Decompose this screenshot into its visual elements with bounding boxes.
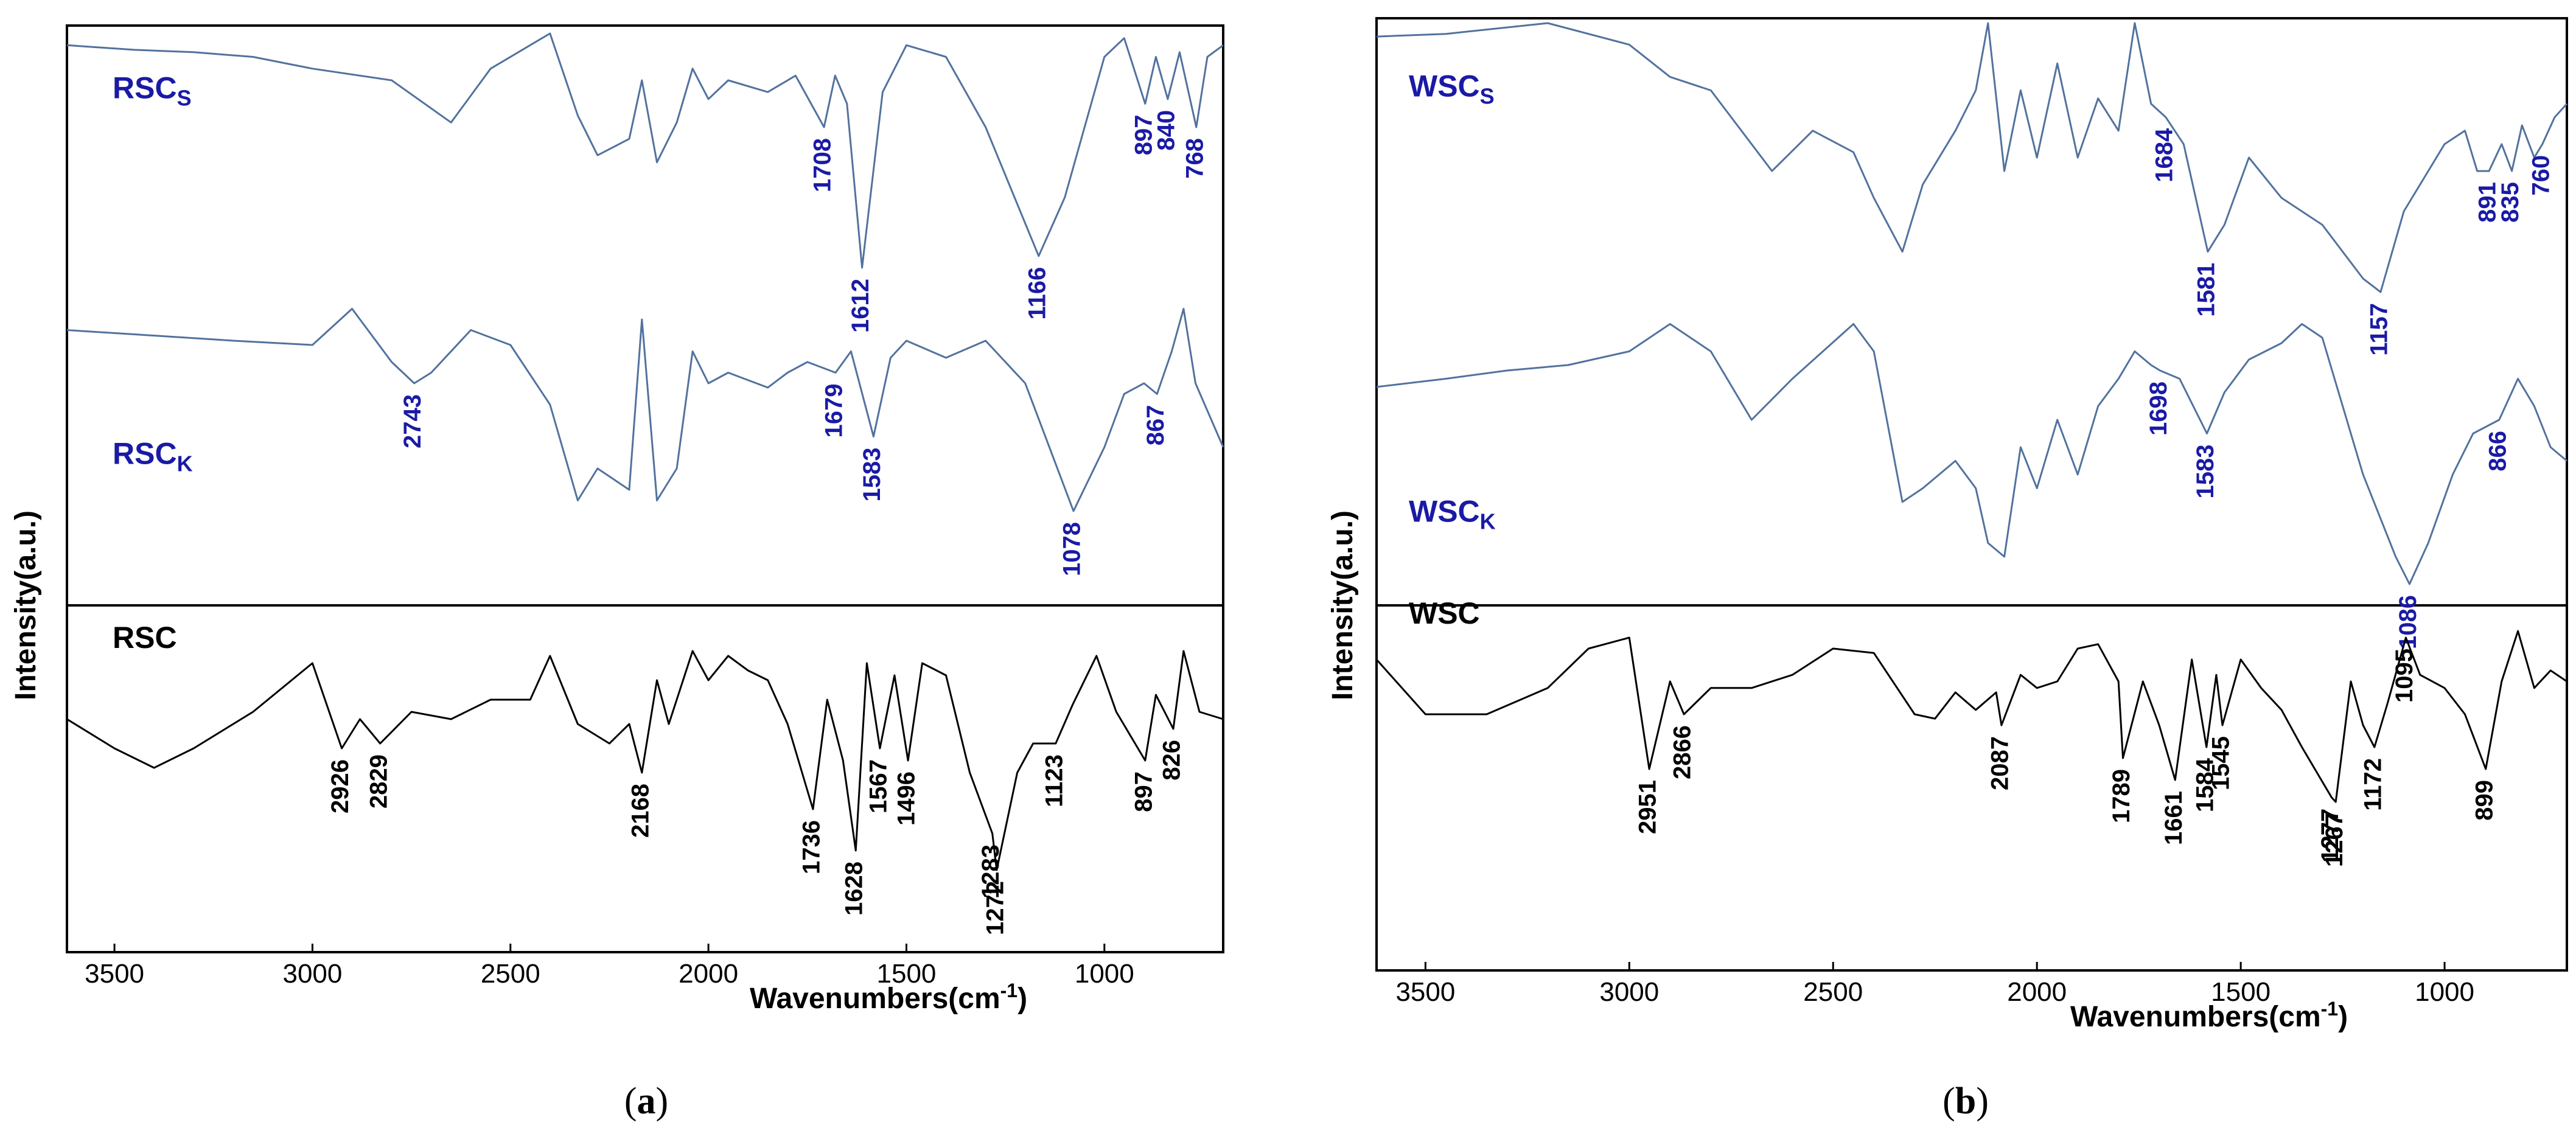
panel-label: (b)	[1942, 1081, 1989, 1122]
peak-label: 826	[1159, 740, 1185, 781]
peak-label: 1736	[798, 820, 825, 874]
x-axis-label: Wavenumbers(cm-1)	[2070, 998, 2348, 1033]
y-axis-label: Intensity(a.u.)	[10, 510, 42, 700]
peak-label: 1661	[2160, 791, 2187, 845]
x-tick-label: 2000	[2007, 977, 2067, 1007]
x-tick-label: 1000	[2415, 977, 2474, 1007]
series-label: RSC	[113, 621, 177, 655]
spectrum-line	[66, 650, 1224, 871]
peak-label: 1789	[2108, 769, 2135, 823]
x-tick-label: 1500	[877, 959, 937, 989]
peak-label: 2168	[627, 784, 654, 838]
panel-b: 3500 3000 2500 2000 1500 1000 Wavenumbers(cm-1…	[1327, 17, 2568, 1122]
peak-label: 2926	[327, 759, 354, 813]
spectrum-line	[66, 308, 1224, 512]
peak-label: 1584	[2191, 757, 2218, 812]
series-rsck: RSCK 2743 1679 1583 1078 867	[66, 308, 1224, 576]
x-tick-label: 3500	[85, 959, 144, 989]
peak-label: 1272	[982, 881, 1008, 935]
peak-label: 867	[1142, 405, 1169, 446]
peak-label: 1157	[2365, 303, 2392, 356]
peak-label: 1698	[2145, 381, 2172, 436]
series-label: RSCS	[113, 71, 192, 110]
peak-label: 1172	[2359, 758, 2386, 811]
x-tick-label: 3000	[282, 959, 342, 989]
peak-label: 1583	[2192, 445, 2219, 499]
peak-label: 840	[1153, 110, 1179, 151]
peak-label: 1086	[2395, 595, 2421, 649]
plot-frame	[1375, 17, 2568, 972]
peak-label: 897	[1130, 771, 1157, 812]
peak-label: 1166	[1024, 267, 1050, 320]
peak-label: 1123	[1041, 754, 1067, 807]
series-wsck: WSCK 1698 1583 1086 866	[1376, 323, 2567, 649]
series-label: RSCK	[113, 437, 193, 476]
peak-label: 1684	[2151, 128, 2177, 183]
x-tick-label: 3000	[1599, 977, 1659, 1007]
peak-label: 1628	[841, 862, 868, 916]
peak-label: 891	[2474, 182, 2501, 223]
series-label: WSCK	[1409, 495, 1496, 534]
peak-label: 1496	[893, 771, 920, 826]
x-tick-label: 2500	[481, 959, 540, 989]
series-label: WSCS	[1409, 69, 1495, 109]
peak-label: 1283	[977, 844, 1004, 899]
peak-label: 1267	[2321, 813, 2348, 867]
panel-a: 3500 3000 2500 2000 1500 1000 Wavenumbers(cm-1…	[10, 24, 1224, 1122]
x-tick-label: 2500	[1803, 977, 1863, 1007]
x-tick-label: 1500	[2211, 977, 2271, 1007]
peak-label: 1567	[865, 759, 892, 813]
x-axis-label: Wavenumbers(cm-1)	[750, 980, 1027, 1015]
peak-label: 1708	[809, 138, 836, 192]
peak-label: 1583	[859, 448, 885, 502]
peak-label: 768	[1181, 138, 1208, 179]
y-axis-label: Intensity(a.u.)	[1327, 510, 1359, 700]
spectrum-line	[1375, 630, 2567, 803]
peak-label: 1612	[847, 279, 874, 333]
peak-label: 2866	[1669, 725, 1696, 779]
peak-label: 835	[2497, 182, 2524, 223]
peak-label: 2743	[399, 394, 426, 448]
spectrum-line	[1376, 323, 2567, 585]
peak-label: 897	[1130, 115, 1157, 156]
spectrum-line	[66, 32, 1224, 269]
peak-label: 760	[2527, 155, 2554, 196]
spectrum-line	[1376, 22, 2568, 293]
plot-frame	[66, 24, 1224, 953]
peak-label: 866	[2484, 431, 2511, 472]
peak-label: 1277	[2317, 809, 2344, 863]
peak-label: 2087	[1986, 736, 2013, 790]
panel-label: (a)	[624, 1081, 668, 1122]
peak-label: 1545	[2208, 736, 2235, 790]
peak-label: 1581	[2193, 263, 2219, 317]
peak-label: 1078	[1059, 522, 1086, 576]
peak-label: 899	[2471, 780, 2497, 821]
peak-label: 1679	[821, 384, 848, 438]
x-tick-label: 3500	[1395, 977, 1455, 1007]
x-tick-label: 2000	[679, 959, 738, 989]
peak-label: 1095	[2391, 649, 2418, 703]
peak-label: 2951	[1635, 780, 1661, 834]
series-label: WSC	[1409, 596, 1480, 630]
x-tick-label: 1000	[1075, 959, 1134, 989]
peak-label: 2829	[365, 754, 392, 809]
